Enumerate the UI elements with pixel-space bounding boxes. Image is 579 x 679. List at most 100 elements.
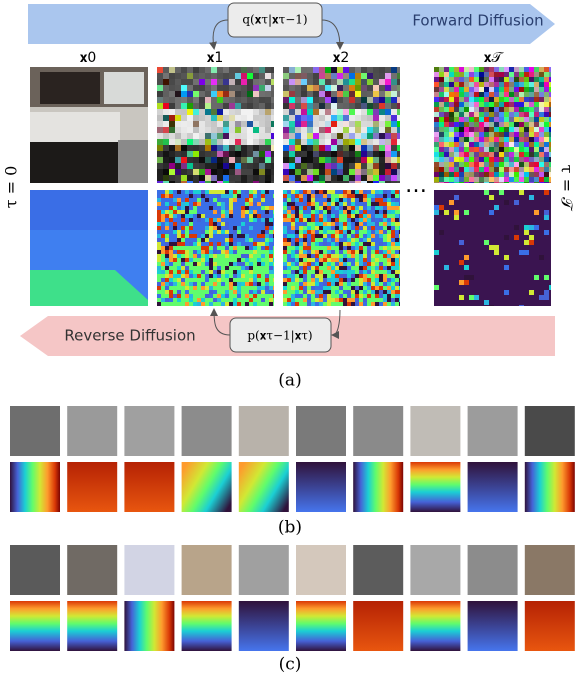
pixel [225, 226, 229, 230]
pixel [391, 194, 395, 198]
pixel [489, 220, 494, 225]
pixel [454, 265, 459, 270]
pixel [383, 210, 387, 214]
pixel [331, 157, 337, 163]
pixel [339, 218, 343, 222]
pixel [315, 222, 319, 226]
pixel [387, 270, 391, 274]
pixel [479, 215, 484, 220]
pixel [229, 127, 235, 133]
pixel [303, 262, 307, 266]
pixel [229, 262, 233, 266]
pixel [311, 294, 315, 298]
pixel [245, 294, 249, 298]
pixel [205, 163, 211, 169]
pixel [291, 290, 295, 294]
pixel [343, 206, 347, 210]
pixel [245, 202, 249, 206]
pixel [539, 77, 544, 82]
pixel [363, 290, 367, 294]
pixel [261, 238, 265, 242]
pixel [524, 200, 529, 205]
pixel [469, 255, 474, 260]
pixel [474, 285, 479, 290]
pixel [449, 280, 454, 285]
pixel [241, 67, 247, 73]
pixel [519, 77, 524, 82]
pixel [161, 250, 165, 254]
pixel [454, 195, 459, 200]
pixel [177, 302, 181, 306]
pixel [534, 182, 539, 183]
pixel [474, 300, 479, 305]
pixel [319, 290, 323, 294]
pixel [229, 302, 233, 306]
pixel [383, 202, 387, 206]
pixel [367, 258, 371, 262]
pixel [237, 214, 241, 218]
pixel [261, 226, 265, 230]
pixel [225, 234, 229, 238]
pixel [509, 152, 514, 157]
pixel [343, 97, 349, 103]
pixel [283, 194, 287, 198]
pixel [494, 285, 499, 290]
pixel [327, 298, 331, 302]
pixel [261, 242, 265, 246]
pixel [529, 295, 534, 300]
pixel [375, 234, 379, 238]
pixel [245, 190, 249, 194]
rgb-thumbnail [182, 545, 232, 595]
pixel [539, 190, 544, 195]
pixel [454, 82, 459, 87]
pixel [161, 298, 165, 302]
pixel [325, 163, 331, 169]
pixel [355, 157, 361, 163]
pixel [169, 286, 173, 290]
pixel [265, 290, 269, 294]
pixel [524, 162, 529, 167]
pixel [181, 169, 187, 175]
pixel [434, 305, 439, 306]
pixel [367, 169, 373, 175]
pixel [301, 157, 307, 163]
pixel [499, 157, 504, 162]
pixel [544, 67, 549, 72]
pixel [271, 157, 274, 163]
pixel [375, 242, 379, 246]
pixel [514, 230, 519, 235]
pixel [247, 133, 253, 139]
pixel [519, 230, 524, 235]
pixel [283, 133, 289, 139]
pixel [444, 215, 449, 220]
pixel [331, 266, 335, 270]
pixel [311, 218, 315, 222]
pixel [209, 290, 213, 294]
pixel [283, 79, 289, 85]
pixel [205, 226, 209, 230]
pixel [257, 198, 261, 202]
depth-image [30, 190, 148, 306]
pixel [534, 210, 539, 215]
pixel [367, 262, 371, 266]
pixel [163, 103, 169, 109]
pixel [209, 198, 213, 202]
pixel [524, 210, 529, 215]
pixel [291, 202, 295, 206]
pixel [163, 85, 169, 91]
pixel [339, 258, 343, 262]
pixel [261, 206, 265, 210]
pixel [449, 230, 454, 235]
pixel [395, 274, 399, 278]
pixel [367, 67, 373, 73]
pixel [489, 300, 494, 305]
row-label: τ = 0 [2, 166, 21, 209]
pixel [371, 282, 375, 286]
pixel [484, 225, 489, 230]
pixel [189, 250, 193, 254]
pixel [509, 172, 514, 177]
pixel [161, 214, 165, 218]
pixel [161, 230, 165, 234]
pixel [387, 254, 391, 258]
pixel [474, 97, 479, 102]
